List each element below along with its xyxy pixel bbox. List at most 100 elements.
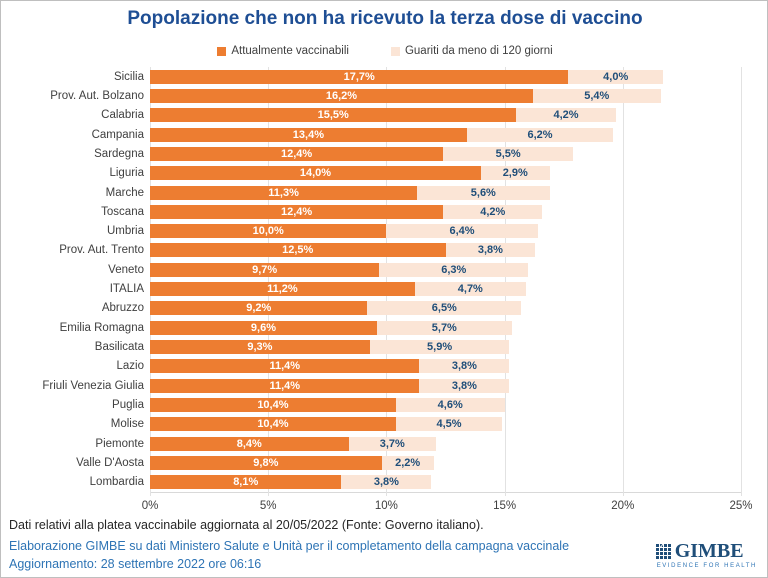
bar-row: Molise 10,4% 4,5% [1,415,741,434]
bar-row: Liguria 14,0% 2,9% [1,164,741,183]
bar-segment: 16,2% [150,88,533,103]
stacked-bar: 11,4% 3,8% [150,378,510,393]
gimbe-logo-top: GIMBE [655,540,744,562]
bar-segment: 6,5% [367,301,522,316]
bar-segment: 11,4% [150,378,420,393]
bar-row: Abruzzo 9,2% 6,5% [1,299,741,318]
legend-label: Guariti da meno di 120 giorni [404,45,553,57]
x-axis-tick-label: 20% [611,500,635,512]
category-label: Emilia Romagna [59,321,144,334]
bar-segment: 17,7% [150,69,569,84]
category-label: Sardegna [94,147,144,160]
category-label: Calabria [101,109,144,122]
bar-segment: 10,4% [150,417,396,432]
bar-segment: 6,3% [379,262,529,277]
stacked-bar: 15,5% 4,2% [150,108,616,123]
stacked-bar: 12,4% 5,5% [150,146,574,161]
bar-row: Sardegna 12,4% 5,5% [1,144,741,163]
stacked-bar: 9,8% 2,2% [150,455,434,470]
bar-row: Campania 13,4% 6,2% [1,125,741,144]
category-label: Abruzzo [101,302,144,315]
bar-segment: 9,2% [150,301,368,316]
bar-segment: 3,7% [348,436,437,451]
bar-segment: 15,5% [150,108,517,123]
stacked-bar: 10,0% 6,4% [150,224,538,239]
category-label: Prov. Aut. Trento [59,244,144,257]
category-label: Toscana [101,205,144,218]
bar-row: Marche 11,3% 5,6% [1,183,741,202]
bar-segment: 3,8% [445,243,536,258]
stacked-bar: 9,2% 6,5% [150,301,522,316]
bar-rows: Sicilia 17,7% 4,0% Prov. Aut. Bolzano 16,2% 5… [1,67,741,492]
legend-swatch-orange-icon [217,46,227,56]
gimbe-logo: GIMBE EVIDENCE FOR HEALTH [655,540,757,569]
stacked-bar: 16,2% 5,4% [150,88,661,103]
bar-row: Puglia 10,4% 4,6% [1,395,741,414]
stacked-bar: 10,4% 4,5% [150,417,503,432]
category-label: Puglia [112,398,144,411]
bar-segment: 12,5% [150,243,446,258]
stacked-bar: 9,3% 5,9% [150,340,510,355]
bar-row: Friuli Venezia Giulia 11,4% 3,8% [1,376,741,395]
stacked-bar: 8,4% 3,7% [150,436,437,451]
bar-segment: 3,8% [419,359,510,374]
x-axis-tick-label: 10% [374,500,398,512]
footer-update-timestamp: Aggiornamento: 28 settembre 2022 ore 06:… [9,557,262,571]
bar-segment: 8,1% [150,475,342,490]
category-label: Umbria [106,225,144,238]
category-label: Campania [91,128,144,141]
bar-segment: 6,4% [386,224,538,239]
bar-segment: 4,2% [443,204,543,219]
bar-segment: 4,6% [395,397,505,412]
stacked-bar: 11,4% 3,8% [150,359,510,374]
legend-item-guariti: Guariti da meno di 120 giorni [390,45,553,57]
stacked-bar: 14,0% 2,9% [150,166,550,181]
category-label: Piemonte [95,437,144,450]
bar-segment: 9,8% [150,455,382,470]
bar-row: Prov. Aut. Trento 12,5% 3,8% [1,241,741,260]
bar-row: Prov. Aut. Bolzano 16,2% 5,4% [1,86,741,105]
gimbe-tagline: EVIDENCE FOR HEALTH [656,563,757,569]
x-axis-tick-label: 0% [141,500,159,512]
category-label: Prov. Aut. Bolzano [50,89,144,102]
stacked-bar: 11,2% 4,7% [150,282,526,297]
bar-row: Sicilia 17,7% 4,0% [1,67,741,86]
category-label: Lombardia [89,476,144,489]
bar-row: Emilia Romagna 9,6% 5,7% [1,318,741,337]
stacked-bar: 9,7% 6,3% [150,262,529,277]
chart-title: Popolazione che non ha ricevuto la terza… [127,8,643,29]
bar-segment: 11,4% [150,359,420,374]
category-label: Valle D'Aosta [76,456,144,469]
bar-row: Lazio 11,4% 3,8% [1,357,741,376]
category-label: Sicilia [113,70,144,83]
gridline [386,67,388,496]
bar-segment: 13,4% [150,127,467,142]
footer-elaboration-note: Elaborazione GIMBE su dati Ministero Sal… [9,539,570,553]
gridline [741,67,742,496]
bar-segment: 2,2% [381,455,434,470]
category-label: Marche [105,186,144,199]
bar-segment: 9,6% [150,320,377,335]
gridline [150,67,151,496]
bar-segment: 12,4% [150,204,444,219]
x-axis-tick-label: 25% [729,500,753,512]
gimbe-logo-text: GIMBE [674,540,744,562]
category-label: Basilicata [94,341,144,354]
category-label: Lazio [116,360,145,373]
bar-segment: 8,4% [150,436,349,451]
bar-segment: 4,2% [516,108,616,123]
bar-segment: 5,5% [443,146,574,161]
category-label: Molise [110,418,144,431]
legend-item-attualmente-vaccinabili: Attualmente vaccinabili [217,45,349,57]
bar-row: Basilicata 9,3% 5,9% [1,337,741,356]
bar-segment: 3,8% [341,475,432,490]
bar-segment: 5,4% [532,88,661,103]
bar-segment: 12,4% [150,146,444,161]
bar-row: Toscana 12,4% 4,2% [1,202,741,221]
bar-row: Umbria 10,0% 6,4% [1,222,741,241]
bar-segment: 9,7% [150,262,380,277]
x-axis-tick-label: 15% [493,500,517,512]
plot-area [150,67,742,496]
bar-segment: 3,8% [419,378,510,393]
